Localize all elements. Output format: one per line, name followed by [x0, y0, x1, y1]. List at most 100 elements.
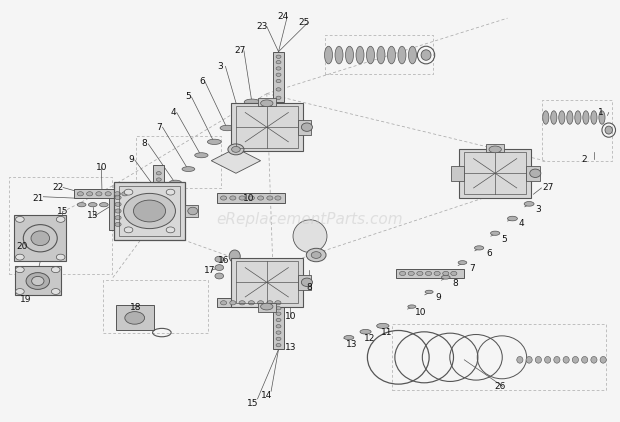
Text: 27: 27 [234, 46, 246, 55]
Text: 8: 8 [142, 139, 148, 149]
Bar [113, 182, 185, 240]
Circle shape [133, 200, 166, 222]
Ellipse shape [529, 169, 541, 178]
Ellipse shape [345, 46, 353, 64]
Ellipse shape [26, 273, 50, 289]
Ellipse shape [408, 305, 416, 308]
Circle shape [276, 344, 281, 347]
Bar [298, 275, 311, 290]
Circle shape [115, 216, 121, 220]
Circle shape [215, 273, 224, 279]
Circle shape [115, 202, 121, 206]
Circle shape [16, 216, 24, 222]
Text: 9: 9 [435, 293, 441, 302]
Circle shape [434, 271, 440, 276]
Circle shape [156, 203, 161, 206]
Ellipse shape [490, 231, 500, 235]
Circle shape [166, 227, 175, 233]
Ellipse shape [563, 357, 569, 363]
Ellipse shape [306, 248, 326, 262]
Ellipse shape [409, 46, 417, 64]
Circle shape [267, 196, 273, 200]
Ellipse shape [516, 357, 523, 363]
Text: 15: 15 [247, 399, 259, 408]
Text: 2: 2 [582, 155, 588, 164]
Circle shape [115, 222, 121, 227]
Ellipse shape [195, 153, 208, 158]
Text: 19: 19 [20, 295, 32, 303]
Ellipse shape [554, 357, 560, 363]
Circle shape [156, 178, 161, 181]
Circle shape [230, 301, 236, 305]
Circle shape [451, 271, 457, 276]
Bar [218, 193, 285, 203]
Ellipse shape [232, 112, 247, 117]
Ellipse shape [388, 46, 396, 64]
Ellipse shape [100, 203, 108, 207]
Circle shape [215, 265, 224, 271]
Circle shape [267, 301, 273, 305]
Ellipse shape [182, 167, 195, 171]
Text: 23: 23 [257, 22, 268, 31]
Ellipse shape [356, 46, 364, 64]
Circle shape [105, 192, 111, 196]
Circle shape [276, 55, 281, 58]
Text: 11: 11 [381, 328, 392, 337]
Bar [451, 166, 464, 181]
Bar [257, 303, 276, 311]
Ellipse shape [344, 335, 354, 340]
Text: 5: 5 [502, 235, 507, 243]
Circle shape [56, 254, 65, 260]
Circle shape [276, 88, 281, 91]
Text: 7: 7 [156, 123, 162, 132]
Circle shape [276, 318, 281, 322]
Text: 3: 3 [218, 62, 223, 71]
Bar [236, 106, 298, 148]
Circle shape [276, 73, 281, 76]
Bar [298, 119, 311, 135]
Text: 8: 8 [452, 279, 458, 288]
Bar [231, 103, 303, 151]
Bar [526, 166, 539, 181]
Circle shape [156, 190, 161, 194]
Circle shape [221, 196, 227, 200]
Text: 12: 12 [364, 334, 376, 343]
Circle shape [16, 254, 24, 260]
Ellipse shape [398, 46, 406, 64]
Polygon shape [211, 148, 260, 173]
Ellipse shape [207, 139, 221, 144]
Text: eReplacementParts.com: eReplacementParts.com [216, 212, 404, 227]
Text: 5: 5 [185, 92, 191, 101]
Bar [396, 269, 464, 278]
Circle shape [408, 271, 414, 276]
Circle shape [156, 184, 161, 187]
Ellipse shape [559, 111, 565, 124]
Text: 3: 3 [536, 205, 541, 214]
Text: 10: 10 [96, 163, 108, 172]
Circle shape [16, 267, 24, 273]
Bar [236, 261, 298, 303]
Ellipse shape [583, 111, 589, 124]
Ellipse shape [232, 146, 241, 152]
Ellipse shape [31, 231, 50, 246]
Circle shape [156, 172, 161, 175]
Text: 18: 18 [130, 303, 142, 312]
Circle shape [399, 271, 405, 276]
Circle shape [124, 227, 133, 233]
Circle shape [114, 192, 120, 196]
Bar [218, 298, 285, 307]
Text: 13: 13 [87, 211, 99, 220]
Bar [109, 192, 126, 230]
Ellipse shape [605, 126, 613, 134]
Circle shape [248, 301, 254, 305]
Ellipse shape [542, 111, 549, 124]
Circle shape [122, 192, 128, 196]
Circle shape [276, 60, 281, 64]
Text: 1: 1 [598, 108, 604, 117]
Ellipse shape [508, 216, 517, 221]
Text: 13: 13 [346, 340, 358, 349]
Circle shape [275, 301, 281, 305]
Circle shape [221, 301, 227, 305]
Bar [459, 149, 531, 197]
Circle shape [96, 192, 102, 196]
